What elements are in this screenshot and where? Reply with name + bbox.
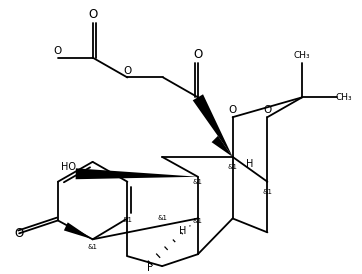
Text: CH₃: CH₃: [336, 93, 352, 102]
Text: O: O: [123, 65, 131, 76]
Text: &1: &1: [262, 189, 272, 195]
Text: &1: &1: [122, 218, 132, 223]
Text: HO: HO: [61, 162, 76, 172]
Text: &1: &1: [193, 218, 203, 224]
Text: O: O: [54, 46, 62, 56]
Text: CH₃: CH₃: [294, 51, 311, 60]
Text: &1: &1: [193, 179, 203, 185]
Text: O: O: [88, 8, 97, 21]
Text: O: O: [263, 105, 272, 115]
Text: O: O: [193, 48, 202, 61]
Text: O: O: [228, 105, 237, 115]
Polygon shape: [212, 136, 233, 157]
Text: H: H: [246, 159, 253, 169]
Polygon shape: [76, 168, 198, 179]
Text: &1: &1: [228, 164, 237, 170]
Text: &1: &1: [88, 244, 98, 250]
Text: F: F: [147, 263, 153, 273]
Polygon shape: [64, 222, 93, 239]
Text: H: H: [179, 226, 187, 236]
Polygon shape: [193, 94, 233, 157]
Text: &1: &1: [157, 215, 167, 221]
Text: O: O: [14, 227, 24, 240]
